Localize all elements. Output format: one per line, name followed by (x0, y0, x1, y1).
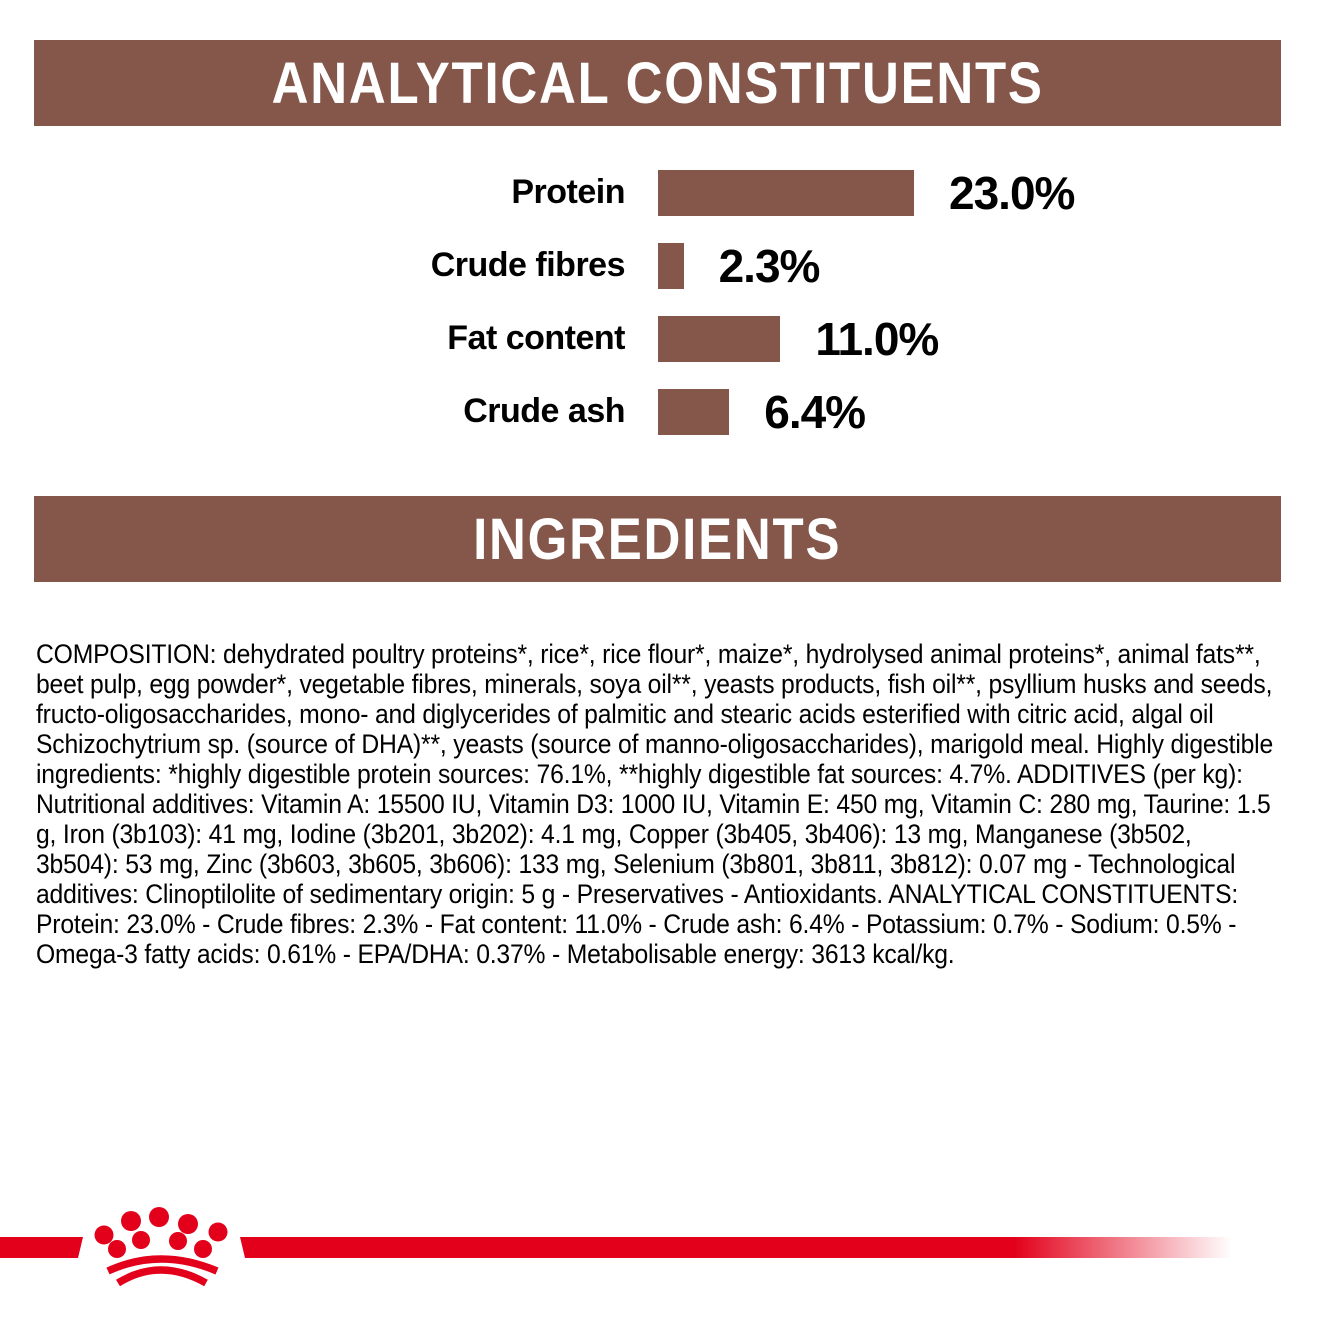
analytical-constituents-banner: ANALYTICAL CONSTITUENTS (34, 40, 1281, 126)
analytical-constituents-title: ANALYTICAL CONSTITUENTS (271, 50, 1044, 116)
chart-row: Crude ash 6.4% (0, 375, 1320, 448)
ingredients-title: INGREDIENTS (473, 506, 842, 572)
divider-line-left (0, 1237, 83, 1258)
chart-bar (658, 315, 781, 362)
chart-row: Protein 23.0% (0, 156, 1320, 229)
analytical-constituents-chart: Protein 23.0% Crude fibres 2.3% Fat content 1… (0, 156, 1320, 448)
chart-bar (658, 242, 684, 289)
chart-row-value: 23.0% (949, 166, 1075, 219)
ingredients-banner: INGREDIENTS (34, 496, 1281, 582)
divider-line-right (240, 1237, 1232, 1258)
chart-bar (658, 169, 914, 216)
chart-row-label: Protein (511, 173, 625, 211)
chart-row-value: 6.4% (764, 385, 866, 438)
composition-text: COMPOSITION: dehydrated poultry proteins… (36, 639, 1274, 969)
chart-row: Crude fibres 2.3% (0, 229, 1320, 302)
chart-row-label: Fat content (447, 319, 625, 357)
royal-canin-crown-icon (94, 1207, 228, 1287)
chart-row-value: 2.3% (718, 239, 821, 292)
chart-row: Fat content 11.0% (0, 302, 1320, 375)
chart-row-label: Crude ash (463, 392, 625, 430)
chart-row-label: Crude fibres (430, 246, 626, 284)
chart-bar (658, 388, 730, 435)
chart-row-value: 11.0% (815, 312, 939, 365)
